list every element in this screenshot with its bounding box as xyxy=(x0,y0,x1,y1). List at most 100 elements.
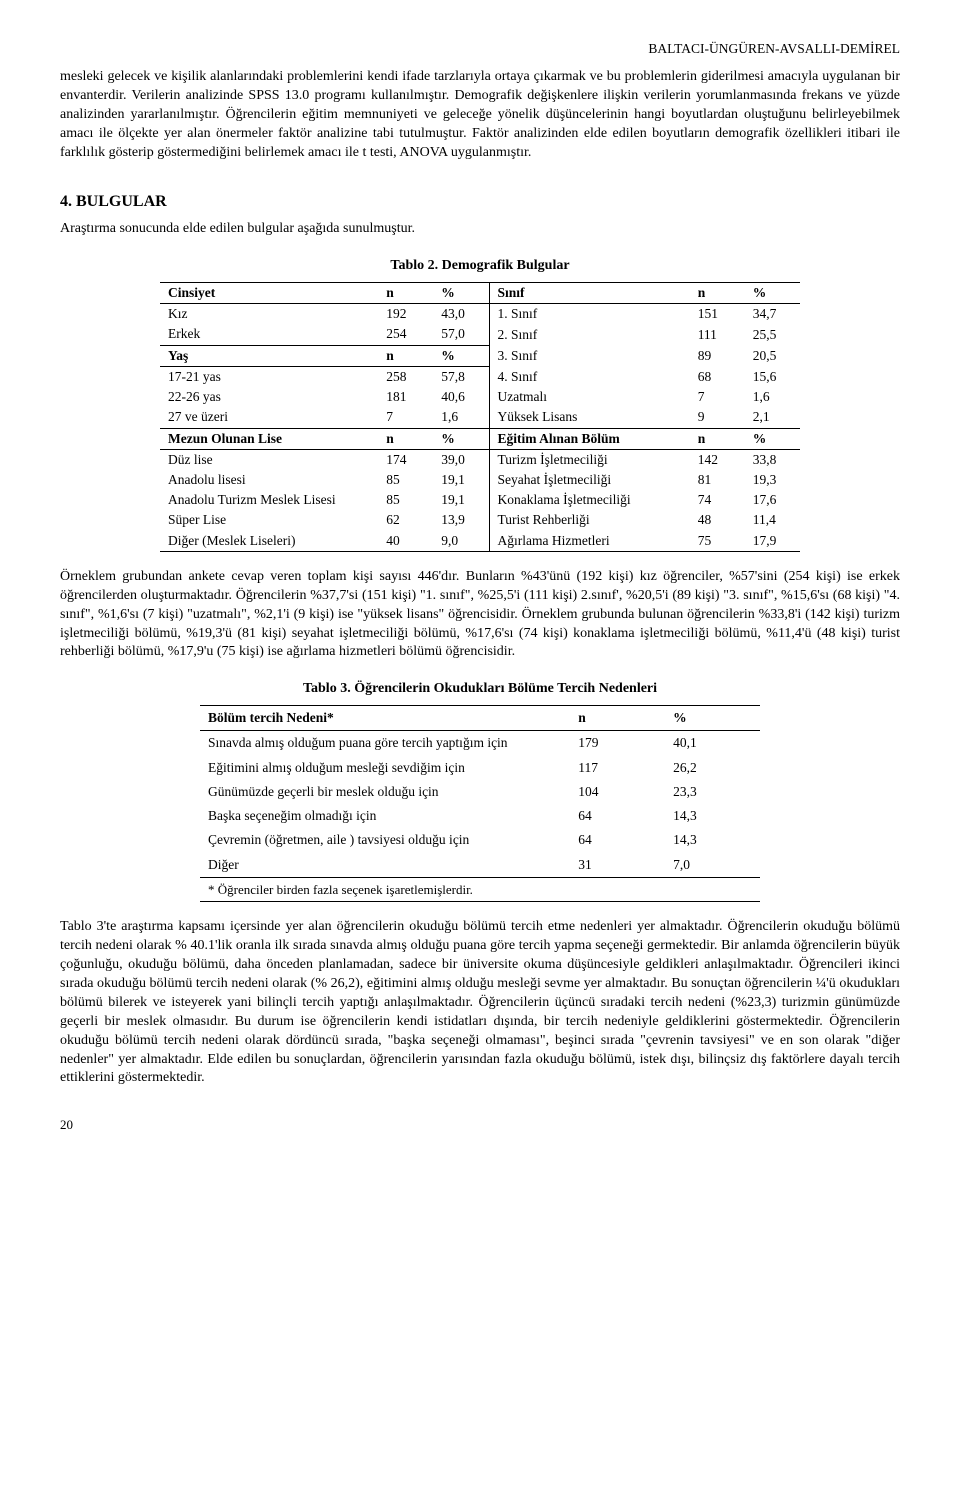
cell: 1,6 xyxy=(745,387,800,407)
cell: 7,0 xyxy=(665,853,760,878)
cell: 19,1 xyxy=(433,490,489,510)
cell: Turizm İşletmeciliği xyxy=(489,449,690,470)
t3-head-0: Bölüm tercih Nedeni* xyxy=(200,706,570,731)
cell: 17-21 yas xyxy=(160,366,378,387)
cell: 74 xyxy=(690,490,745,510)
paragraph-sample: Örneklem grubundan ankete cevap veren to… xyxy=(60,568,900,662)
cell: 9,0 xyxy=(433,531,489,552)
cell: 14,3 xyxy=(665,804,760,828)
cell: 85 xyxy=(378,490,433,510)
cell: 1,6 xyxy=(433,407,489,428)
t2-left-h1-2: % xyxy=(433,283,489,304)
table2: Cinsiyet n % Sınıf n % Kız 192 43,0 1. S… xyxy=(160,282,800,552)
table3-caption: Tablo 3. Öğrencilerin Okudukları Bölüme … xyxy=(60,680,900,699)
t2-right-h1-0: Sınıf xyxy=(489,283,690,304)
t2-right-h2-1: n xyxy=(690,428,745,449)
t2-left-h1-0: Cinsiyet xyxy=(160,283,378,304)
cell: 85 xyxy=(378,470,433,490)
cell: Erkek xyxy=(160,324,378,345)
t2-left-h2-1: n xyxy=(378,345,433,366)
cell: Günümüzde geçerli bir meslek olduğu için xyxy=(200,780,570,804)
t3-head-1: n xyxy=(570,706,665,731)
cell: Turist Rehberliği xyxy=(489,510,690,530)
running-header: BALTACI-ÜNGÜREN-AVSALLI-DEMİREL xyxy=(60,40,900,58)
cell: Eğitimini almış olduğum mesleği sevdiğim… xyxy=(200,756,570,780)
cell: 179 xyxy=(570,731,665,756)
cell: Diğer (Meslek Liseleri) xyxy=(160,531,378,552)
t2-left-h1-1: n xyxy=(378,283,433,304)
cell: 111 xyxy=(690,324,745,345)
cell: 104 xyxy=(570,780,665,804)
t2-left-h2-2: % xyxy=(433,345,489,366)
cell: 1. Sınıf xyxy=(489,304,690,325)
cell: 64 xyxy=(570,828,665,852)
cell: 43,0 xyxy=(433,304,489,325)
cell: Seyahat İşletmeciliği xyxy=(489,470,690,490)
cell: 181 xyxy=(378,387,433,407)
cell: Ağırlama Hizmetleri xyxy=(489,531,690,552)
page-number: 20 xyxy=(60,1116,900,1134)
cell: 258 xyxy=(378,366,433,387)
cell: 22-26 yas xyxy=(160,387,378,407)
cell: 25,5 xyxy=(745,324,800,345)
cell: 117 xyxy=(570,756,665,780)
cell: 4. Sınıf xyxy=(489,366,690,387)
cell: 2. Sınıf xyxy=(489,324,690,345)
cell: 62 xyxy=(378,510,433,530)
cell: 7 xyxy=(378,407,433,428)
cell: Anadolu Turizm Meslek Lisesi xyxy=(160,490,378,510)
cell: 2,1 xyxy=(745,407,800,428)
t2-left-h2-0: Yaş xyxy=(160,345,378,366)
t2-left-h3-1: n xyxy=(378,428,433,449)
cell: 33,8 xyxy=(745,449,800,470)
t3-footnote: * Öğrenciler birden fazla seçenek işaret… xyxy=(200,877,760,902)
cell: 40,6 xyxy=(433,387,489,407)
cell: 68 xyxy=(690,366,745,387)
t2-left-h3-0: Mezun Olunan Lise xyxy=(160,428,378,449)
cell: Kız xyxy=(160,304,378,325)
cell: 20,5 xyxy=(745,345,800,366)
paragraph-intro: mesleki gelecek ve kişilik alanlarındaki… xyxy=(60,68,900,162)
cell: Düz lise xyxy=(160,449,378,470)
cell: 15,6 xyxy=(745,366,800,387)
cell: 57,8 xyxy=(433,366,489,387)
cell: Süper Lise xyxy=(160,510,378,530)
cell: 31 xyxy=(570,853,665,878)
cell: 89 xyxy=(690,345,745,366)
cell: 14,3 xyxy=(665,828,760,852)
table3: Bölüm tercih Nedeni* n % Sınavda almış o… xyxy=(200,705,760,902)
cell: Konaklama İşletmeciliği xyxy=(489,490,690,510)
cell: Anadolu lisesi xyxy=(160,470,378,490)
t2-left-h3-2: % xyxy=(433,428,489,449)
cell: 81 xyxy=(690,470,745,490)
cell: 57,0 xyxy=(433,324,489,345)
cell: 151 xyxy=(690,304,745,325)
cell: 75 xyxy=(690,531,745,552)
cell: 64 xyxy=(570,804,665,828)
paragraph-discussion: Tablo 3'te araştırma kapsamı içersinde y… xyxy=(60,918,900,1088)
cell: Uzatmalı xyxy=(489,387,690,407)
cell: 7 xyxy=(690,387,745,407)
cell: 174 xyxy=(378,449,433,470)
cell: 11,4 xyxy=(745,510,800,530)
cell: 254 xyxy=(378,324,433,345)
t2-right-h2-2: % xyxy=(745,428,800,449)
cell: 34,7 xyxy=(745,304,800,325)
cell: 26,2 xyxy=(665,756,760,780)
cell: 17,6 xyxy=(745,490,800,510)
t3-head-2: % xyxy=(665,706,760,731)
cell: Başka seçeneğim olmadığı için xyxy=(200,804,570,828)
cell: 142 xyxy=(690,449,745,470)
cell: Sınavda almış olduğum puana göre tercih … xyxy=(200,731,570,756)
section-heading-4: 4. BULGULAR xyxy=(60,191,900,213)
cell: 19,3 xyxy=(745,470,800,490)
t2-right-h1-2: % xyxy=(745,283,800,304)
cell: 27 ve üzeri xyxy=(160,407,378,428)
cell: Yüksek Lisans xyxy=(489,407,690,428)
cell: 192 xyxy=(378,304,433,325)
cell: 3. Sınıf xyxy=(489,345,690,366)
table2-caption: Tablo 2. Demografik Bulgular xyxy=(60,257,900,276)
cell: 23,3 xyxy=(665,780,760,804)
t2-right-h1-1: n xyxy=(690,283,745,304)
cell: 48 xyxy=(690,510,745,530)
